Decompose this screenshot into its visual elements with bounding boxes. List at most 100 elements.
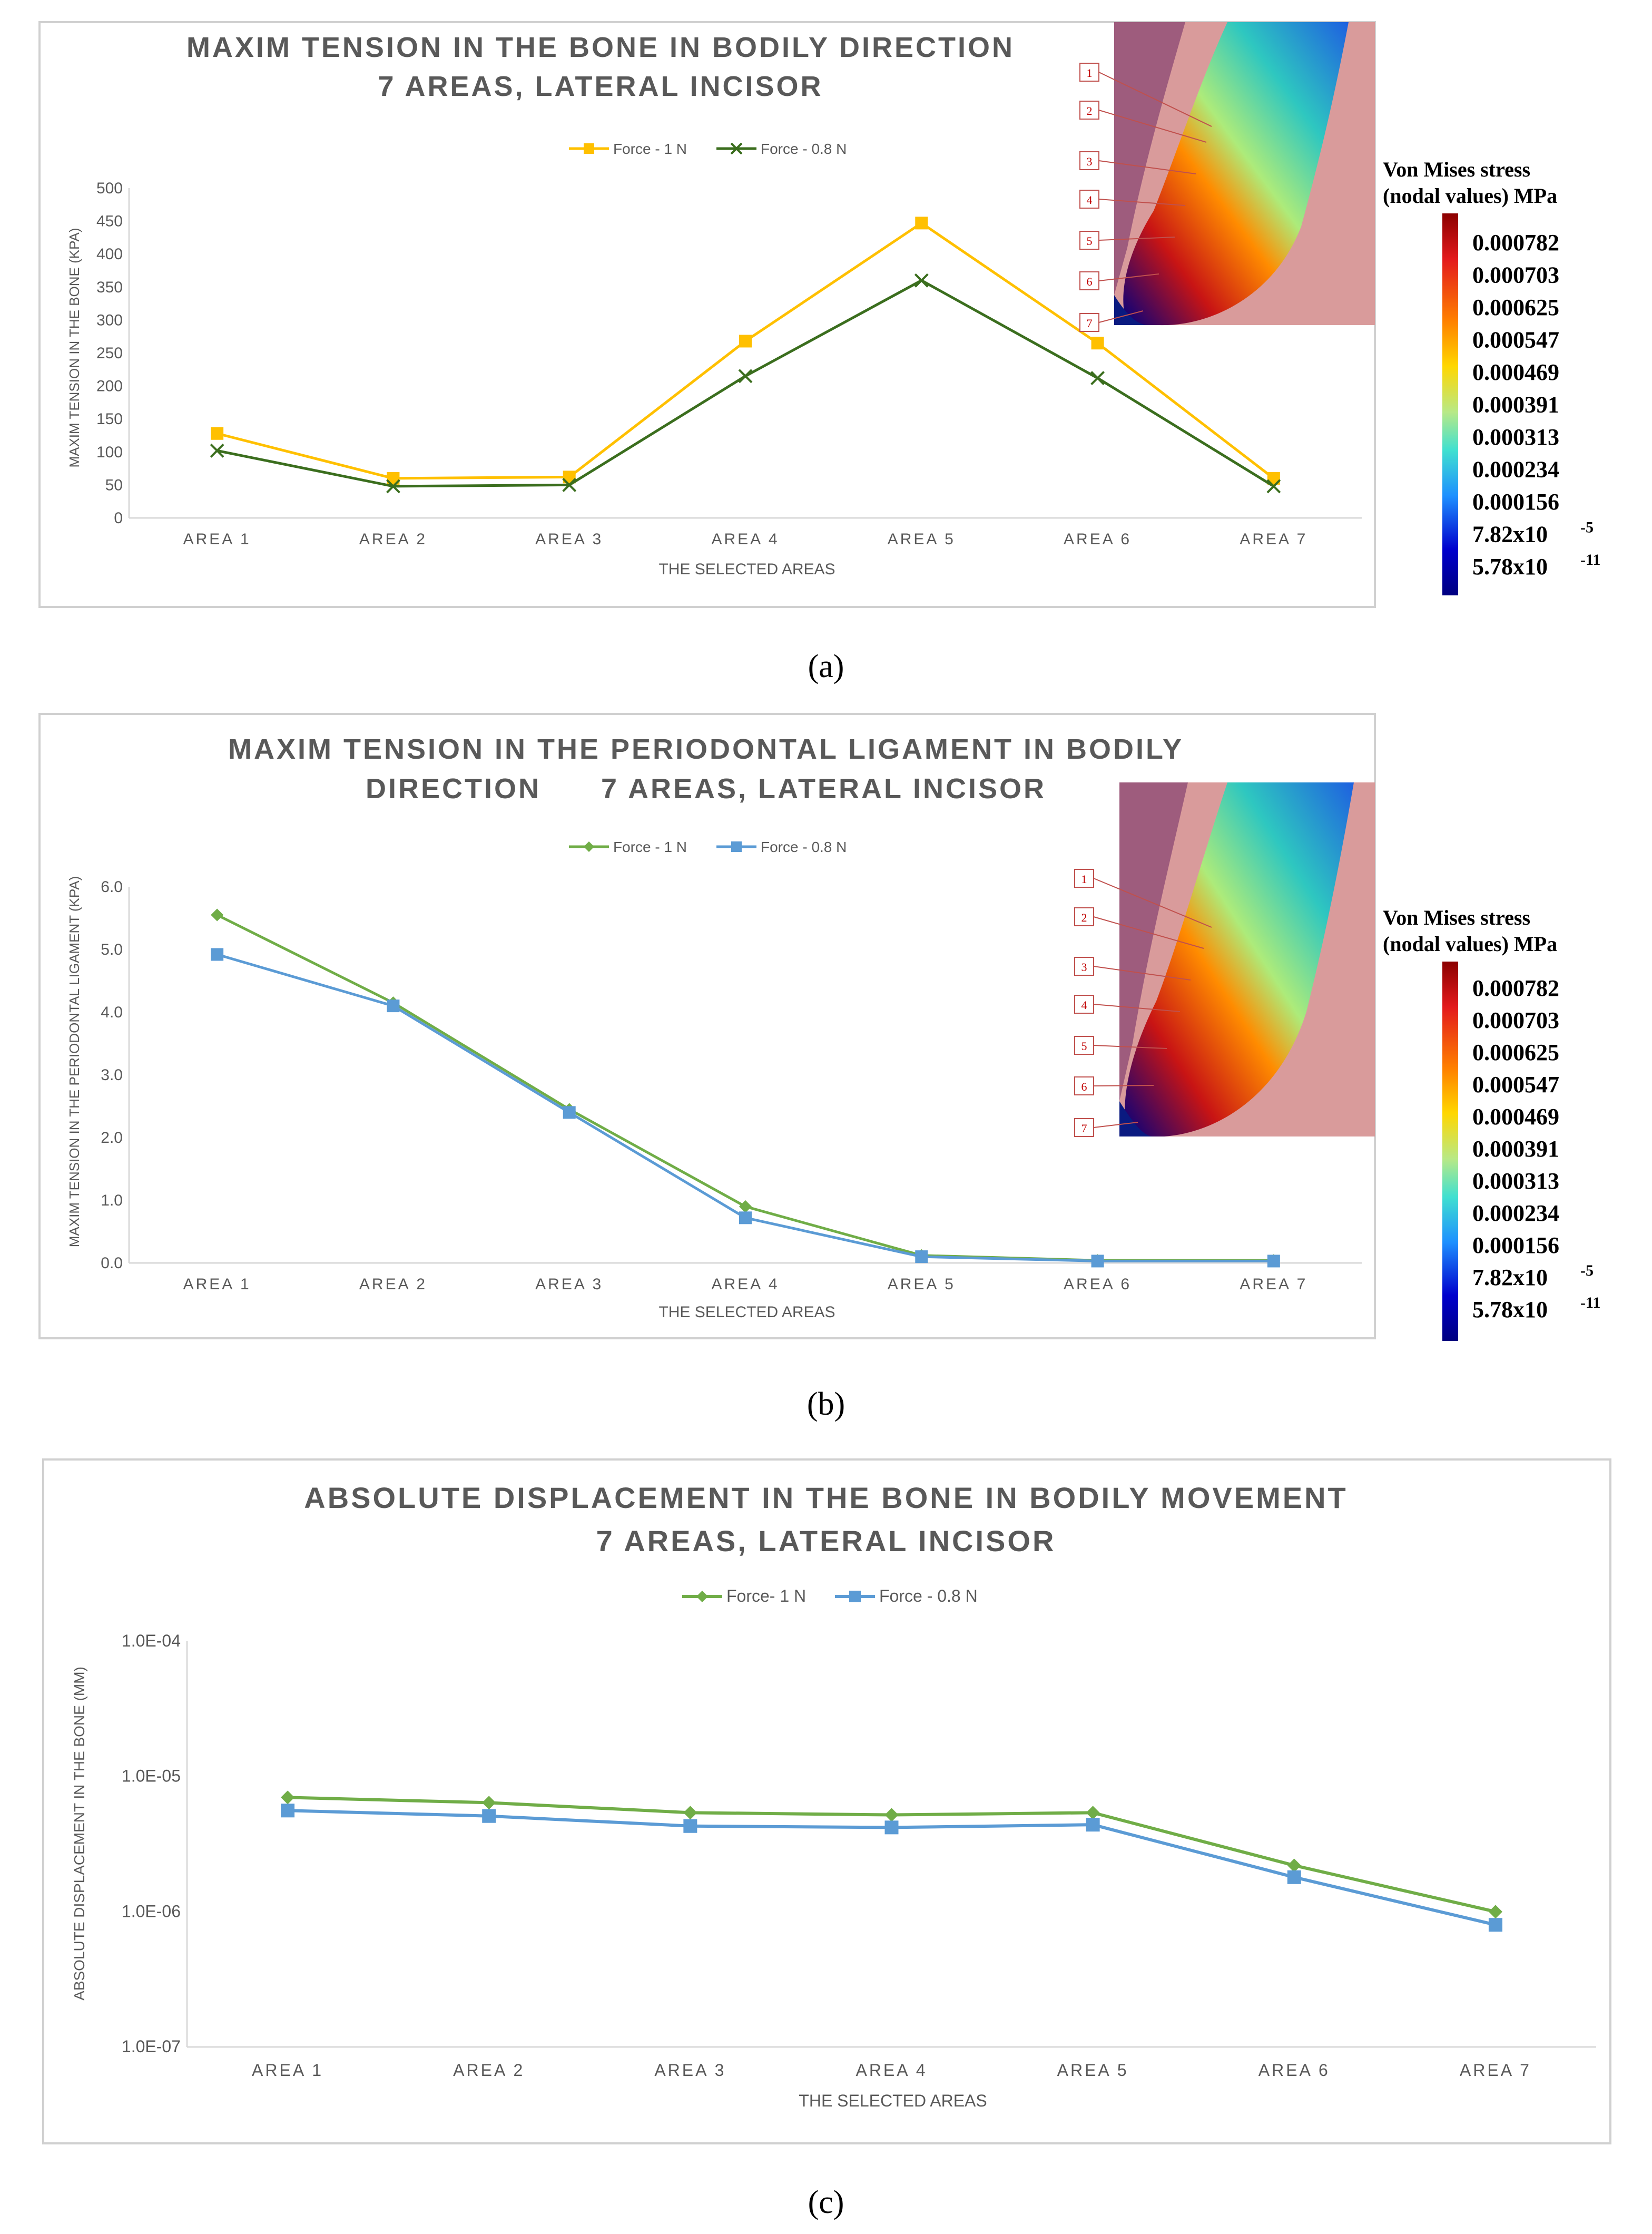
legend-marker-2 <box>731 841 742 852</box>
x-tick-label: AREA 6 <box>1064 531 1132 548</box>
colorbar-b-title-2: (nodal values) MPa <box>1383 932 1557 956</box>
chart-a-plot: 0 50 100 150 200 250 300 350 400 450 500 AREA 1 AREA… <box>96 180 1362 548</box>
y-tick-label: 1.0E-04 <box>122 1631 181 1650</box>
y-tick-label: 6.0 <box>101 878 123 896</box>
x-tick-label: AREA 4 <box>711 531 779 548</box>
chart-b-xlabel: THE SELECTED AREAS <box>658 1304 835 1321</box>
x-tick-label: AREA 7 <box>1240 1276 1307 1293</box>
colorbar-b-title-1: Von Mises stress <box>1383 906 1530 929</box>
colorbar-value: 0.000547 <box>1472 1072 1559 1098</box>
y-tick-label: 150 <box>96 410 123 428</box>
legend-marker-1 <box>584 143 594 154</box>
chart-b-plot: 0.0 1.0 2.0 3.0 4.0 5.0 6.0 AREA 1 AREA 2 AREA 3 A… <box>101 878 1362 1293</box>
colorbar-a-title-1: Von Mises stress <box>1383 158 1530 181</box>
y-tick-label: 500 <box>96 180 123 197</box>
inset-b: 1 2 3 4 5 6 7 <box>1074 782 1375 1137</box>
colorbar-value: 0.000703 <box>1472 262 1559 288</box>
data-point-series-2 <box>914 273 929 288</box>
inset-label-box <box>1074 1076 1094 1095</box>
colorbar-value: 5.78x10 <box>1472 554 1548 580</box>
y-tick-label: 300 <box>96 311 123 329</box>
panel-b-label: (b) <box>807 1386 845 1422</box>
inset-leader-line <box>1093 1122 1138 1128</box>
chart-a-xlabel: THE SELECTED AREAS <box>658 561 835 578</box>
colorbar-value: 5.78x10 <box>1472 1297 1548 1322</box>
inset-b-root-tip <box>1119 1101 1154 1136</box>
data-point-series-1 <box>1086 1806 1100 1820</box>
inset-leader-line <box>1093 1085 1154 1086</box>
inset-area-label: 5 <box>1081 1040 1087 1053</box>
data-point-series-2 <box>915 1250 928 1263</box>
colorbar-exponent: -11 <box>1580 1294 1600 1311</box>
legend-label-2: Force - 0.8 N <box>879 1586 978 1605</box>
colorbar-value: 0.000391 <box>1472 392 1559 418</box>
colorbar-value: 0.000625 <box>1472 295 1559 320</box>
y-tick-label: 2.0 <box>101 1129 123 1147</box>
data-point-series-1 <box>739 335 752 348</box>
y-tick-label: 400 <box>96 246 123 263</box>
x-tick-label: AREA 3 <box>535 1276 603 1293</box>
data-point-series-2 <box>562 477 577 492</box>
inset-leader-line <box>1093 916 1204 949</box>
data-point-series-2 <box>482 1809 496 1823</box>
data-point-series-2 <box>211 948 224 961</box>
colorbar-value: 0.000547 <box>1472 327 1559 353</box>
data-point-series-2 <box>683 1819 697 1833</box>
x-tick-label: AREA 6 <box>1064 1276 1132 1293</box>
chart-b-title-line-1: MAXIM TENSION IN THE PERIODONTAL LIGAMEN… <box>228 733 1184 765</box>
inset-area-label: 6 <box>1081 1080 1087 1093</box>
colorbar-b-values: 0.000782 0.000703 0.000625 0.000547 0.000469… <box>1472 975 1600 1322</box>
colorbar-value: 0.000782 <box>1472 975 1559 1001</box>
data-point-series-2 <box>884 1820 899 1835</box>
chart-c-ylabel: ABSOLUTE DISPLACEMENT IN THE BONE (MM) <box>71 1667 87 2001</box>
data-point-series-2 <box>1086 1818 1100 1832</box>
inset-a-tooth-stress-map <box>1123 22 1349 326</box>
colorbar-value: 0.000782 <box>1472 230 1559 256</box>
colorbar-value: 0.000469 <box>1472 359 1559 385</box>
y-tick-label: 3.0 <box>101 1066 123 1084</box>
colorbar-value: 0.000313 <box>1472 1168 1559 1194</box>
data-point-series-2 <box>739 1211 752 1224</box>
inset-leader-line <box>1093 966 1191 981</box>
panel-b: MAXIM TENSION IN THE PERIODONTAL LIGAMEN… <box>38 713 1600 1422</box>
colorbar-value: 0.000313 <box>1472 424 1559 450</box>
inset-label-box <box>1079 231 1099 250</box>
inset-a-area-labels: 1 2 3 4 5 6 7 <box>1079 63 1212 332</box>
y-tick-label: 0.0 <box>101 1255 123 1272</box>
x-tick-label: AREA 1 <box>183 531 251 548</box>
inset-label-box <box>1074 1118 1094 1137</box>
chart-c-title-line-1: ABSOLUTE DISPLACEMENT IN THE BONE IN BOD… <box>304 1481 1348 1514</box>
x-tick-label: AREA 4 <box>856 2061 927 2080</box>
data-point-series-1 <box>211 427 224 440</box>
data-point-series-2 <box>386 479 400 494</box>
inset-label-box <box>1074 869 1094 888</box>
y-tick-label: 1.0E-05 <box>122 1767 181 1786</box>
chart-a-title-line-2: 7 AREAS, LATERAL INCISOR <box>378 71 823 102</box>
colorbar-value: 0.000234 <box>1472 457 1559 483</box>
x-tick-label: AREA 1 <box>183 1276 251 1293</box>
colorbar-value: 0.000391 <box>1472 1136 1559 1162</box>
inset-area-label: 1 <box>1087 66 1093 80</box>
inset-label-box <box>1079 313 1099 332</box>
inset-label-box <box>1079 63 1099 82</box>
inset-leader-line <box>1098 72 1212 127</box>
inset-label-box <box>1074 1036 1094 1055</box>
inset-a: 1 2 3 4 5 6 7 <box>1079 22 1375 332</box>
inset-label-box <box>1079 151 1099 170</box>
panel-c: ABSOLUTE DISPLACEMENT IN THE BONE IN BOD… <box>42 1458 1611 2220</box>
data-point-series-2 <box>1091 1255 1104 1268</box>
x-tick-label: AREA 1 <box>252 2061 323 2080</box>
inset-leader-line <box>1098 237 1175 241</box>
panel-a: MAXIM TENSION IN THE BONE IN BODILY DIRE… <box>38 21 1600 684</box>
data-point-series-2 <box>1287 1870 1301 1884</box>
inset-leader-line <box>1093 1004 1181 1012</box>
inset-b-area-labels: 1 2 3 4 5 6 7 <box>1074 869 1212 1137</box>
colorbar-exponent: -5 <box>1580 519 1594 536</box>
data-point-series-2 <box>281 1804 295 1818</box>
colorbar-a-values: 0.000782 0.000703 0.000625 0.000547 0.000469… <box>1472 230 1600 580</box>
inset-area-label: 2 <box>1081 911 1087 924</box>
legend-label-2: Force - 0.8 N <box>761 839 847 855</box>
data-point-series-1 <box>884 1808 899 1822</box>
x-tick-label: AREA 7 <box>1460 2061 1531 2080</box>
inset-area-label: 1 <box>1081 873 1087 886</box>
